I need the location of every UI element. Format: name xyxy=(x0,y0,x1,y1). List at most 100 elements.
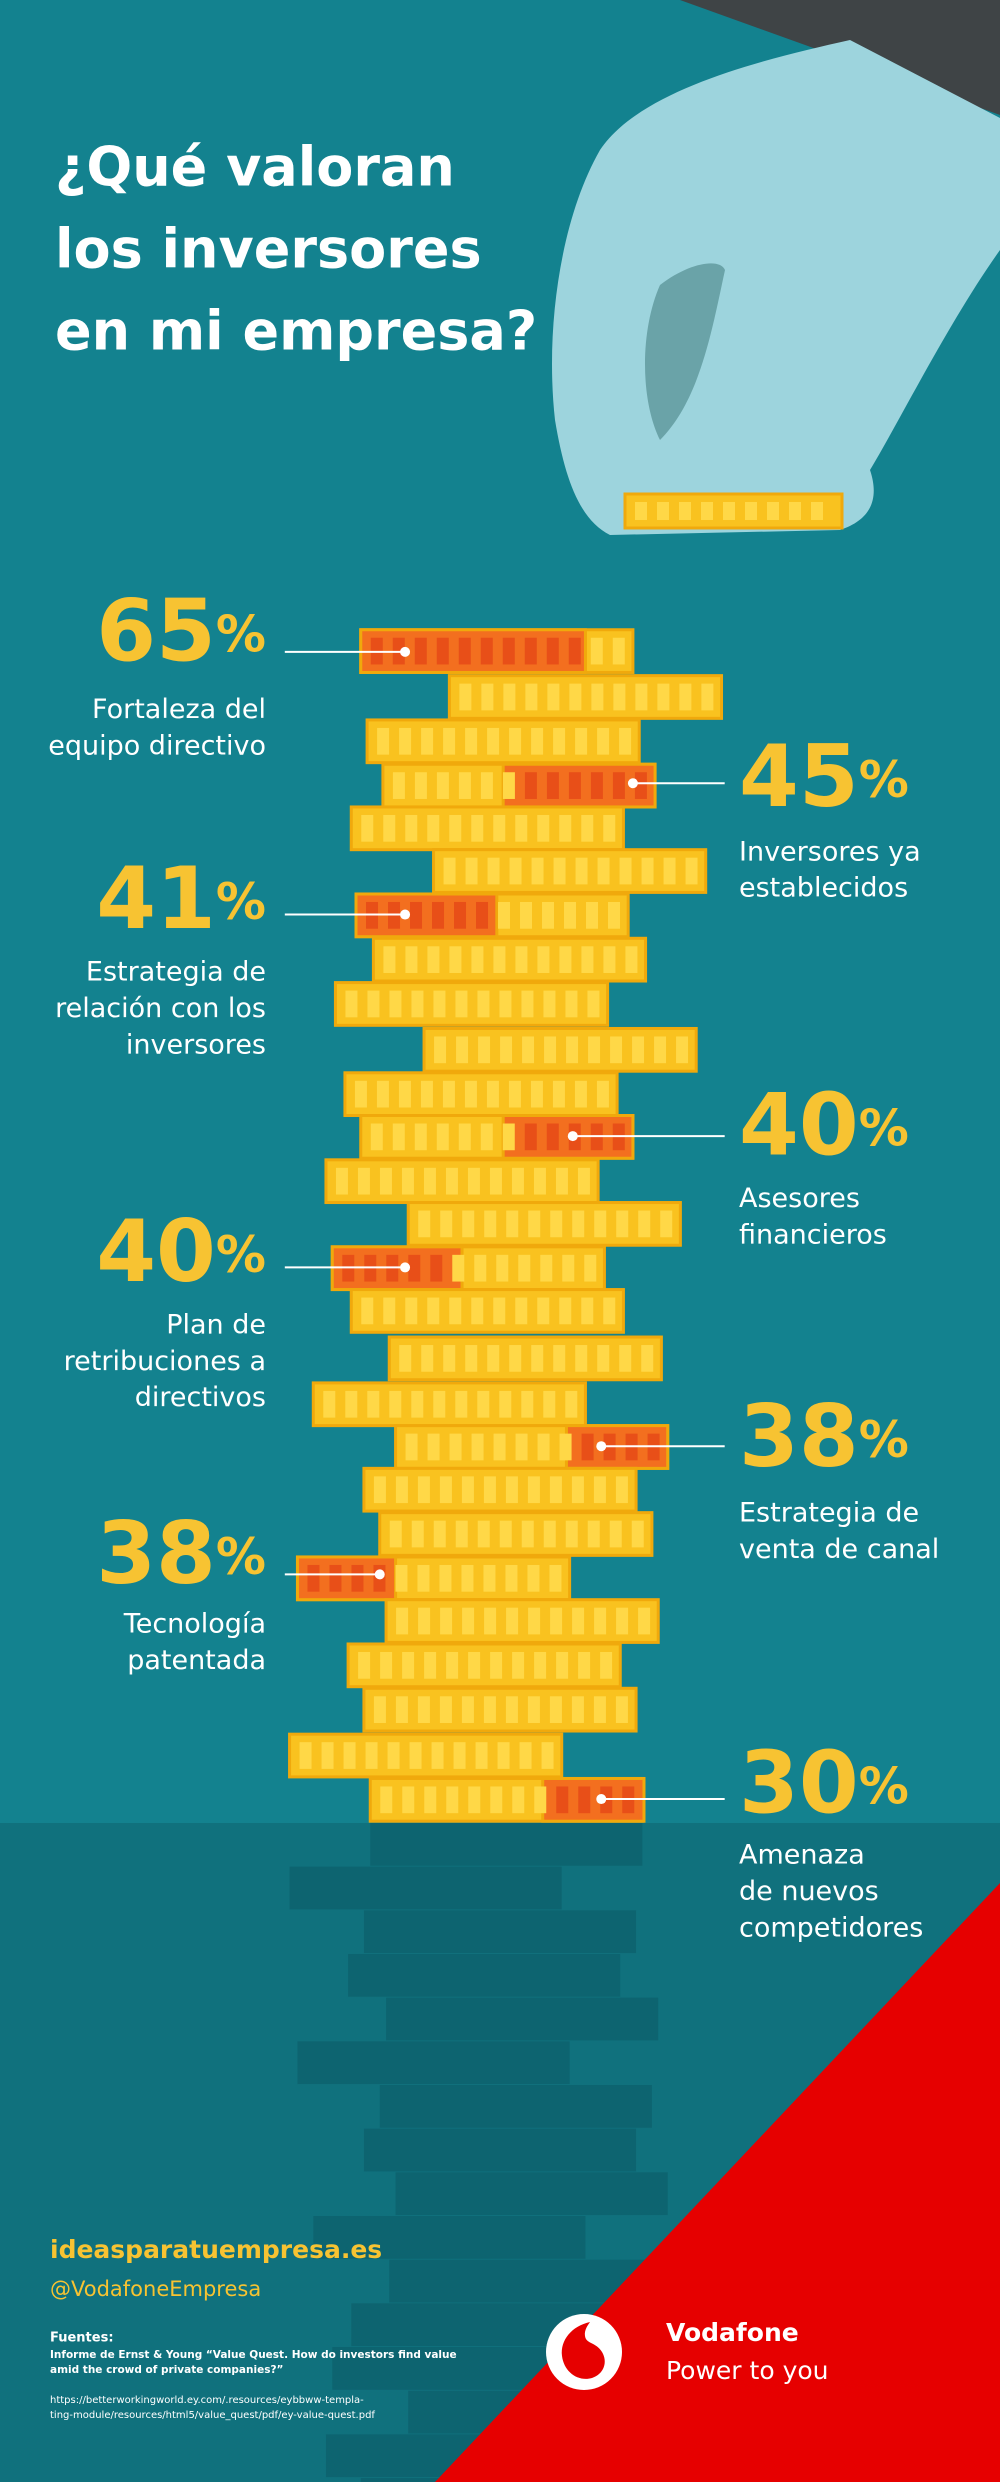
coin-slot xyxy=(307,1564,320,1592)
coin-slot xyxy=(373,1696,386,1724)
coin-slot xyxy=(581,814,594,842)
coin-slot xyxy=(389,990,402,1018)
coin-slot xyxy=(572,1210,585,1238)
title-line: los inversores xyxy=(55,218,482,281)
coin-slot xyxy=(445,1167,458,1195)
coin-slot xyxy=(345,990,358,1018)
coin-slot xyxy=(527,1476,540,1504)
coin-slot xyxy=(464,1080,477,1108)
coin-slot xyxy=(417,1564,430,1592)
coin-slot xyxy=(553,1345,566,1372)
coin-slot xyxy=(603,946,616,974)
coin-slot xyxy=(608,901,621,929)
percentage-value: 45 xyxy=(739,728,859,828)
coin xyxy=(422,1026,698,1073)
coin-slot xyxy=(546,772,559,799)
coin-slot xyxy=(505,1564,518,1592)
coin-slot xyxy=(396,1607,409,1635)
coin-slot xyxy=(521,1520,534,1548)
coin-slot xyxy=(572,1607,585,1635)
source-url: https://betterworkingworld.ey.com/.resou… xyxy=(50,2395,364,2406)
coin-slot xyxy=(537,814,550,842)
coin-slot xyxy=(593,1476,606,1504)
coin-reflection xyxy=(297,2041,570,2085)
coin-slot xyxy=(654,1036,667,1064)
coin-slot xyxy=(487,1345,500,1372)
pointer-dot xyxy=(400,909,411,920)
coin-slot xyxy=(376,1080,389,1108)
coin-slot xyxy=(657,502,669,520)
coin-slot xyxy=(503,683,516,711)
coin-slot xyxy=(530,1080,543,1108)
coin-slot xyxy=(361,814,374,842)
coin-slot xyxy=(619,727,632,755)
coin-slot xyxy=(405,814,418,842)
coin-slot xyxy=(789,502,801,520)
coin-slot xyxy=(329,1564,342,1592)
coin-slot xyxy=(616,1607,629,1635)
coin-slot xyxy=(455,1390,468,1418)
percentage-unit: % xyxy=(859,1099,909,1157)
percentage-value: 65 xyxy=(96,582,216,682)
coin-slot xyxy=(414,1123,427,1151)
coin-slot xyxy=(512,1651,525,1679)
coin-slot xyxy=(433,990,446,1018)
coin-slot xyxy=(534,1651,547,1679)
coin-slot xyxy=(597,857,610,885)
coin-slot xyxy=(446,1651,459,1679)
percentage: 40% xyxy=(96,1202,266,1302)
coin-slot xyxy=(490,1651,503,1679)
percentage-value: 41 xyxy=(96,849,216,949)
coin-slot xyxy=(562,1254,575,1282)
percentage: 41% xyxy=(96,849,266,949)
coin-slot xyxy=(543,1520,556,1548)
coin-reflection xyxy=(348,1954,621,1997)
coin-slot xyxy=(398,1080,411,1108)
coin-slot xyxy=(439,1696,452,1724)
coin-slot xyxy=(402,1786,415,1814)
coin-slot xyxy=(603,814,616,842)
coin-slot xyxy=(549,1564,562,1592)
coin-slot xyxy=(533,1167,546,1195)
coin-slot xyxy=(597,1345,610,1372)
coin xyxy=(623,492,844,530)
coin-reflection xyxy=(395,2172,668,2216)
percentage: 40% xyxy=(739,1076,909,1176)
coin-slot xyxy=(559,1433,572,1461)
title-line: ¿Qué valoran xyxy=(55,136,455,199)
coin-slot xyxy=(442,1080,455,1108)
coin-slot xyxy=(483,1476,496,1504)
coin-slot xyxy=(471,1297,484,1325)
pointer-dot xyxy=(567,1131,578,1142)
coin-slot xyxy=(631,1520,644,1548)
coin-slot xyxy=(575,1345,588,1372)
coin-slot xyxy=(411,1390,424,1418)
coin-slot xyxy=(634,772,647,799)
coin-slot xyxy=(436,772,449,799)
coin-slot xyxy=(380,1786,393,1814)
coin-slot xyxy=(493,946,506,974)
coin-slot xyxy=(527,1696,540,1724)
coin xyxy=(447,674,724,720)
coin-slot xyxy=(565,1520,578,1548)
coin-slot xyxy=(549,1696,562,1724)
coin-slot xyxy=(638,1210,651,1238)
item-label: Amenaza xyxy=(739,1840,865,1871)
coin-slot xyxy=(367,1390,380,1418)
coin-slot xyxy=(559,946,572,974)
coin-slot xyxy=(520,901,533,929)
percentage: 38% xyxy=(739,1387,909,1487)
coin-slot xyxy=(454,901,467,929)
coin-slot xyxy=(471,1433,484,1461)
coin-slot xyxy=(588,1036,601,1064)
brand-tagline: Power to you xyxy=(666,2356,829,2385)
coin-slot xyxy=(477,1520,490,1548)
coin-slot xyxy=(546,1123,559,1151)
item-label: venta de canal xyxy=(739,1534,939,1565)
coin-slot xyxy=(379,1167,392,1195)
pointer-dot xyxy=(400,1262,411,1273)
coin-slot xyxy=(568,772,581,799)
coin-slot xyxy=(508,1080,521,1108)
coin-slot xyxy=(446,1786,459,1814)
coin-slot xyxy=(552,1080,565,1108)
